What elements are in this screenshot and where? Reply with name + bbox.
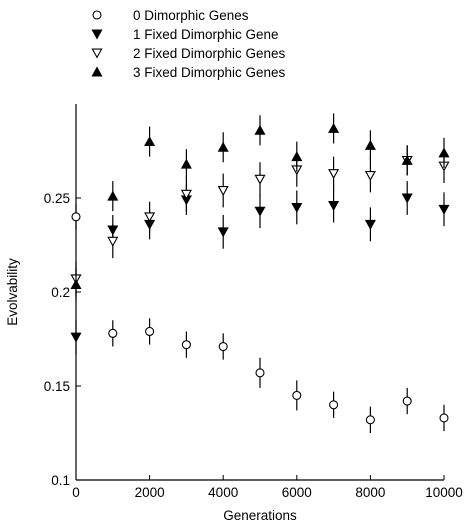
series-3: [70, 113, 450, 302]
data-point: [328, 122, 340, 133]
data-point: [328, 201, 340, 212]
data-point: [254, 206, 266, 217]
data-point: [328, 169, 340, 180]
data-point: [144, 136, 156, 147]
data-point: [180, 158, 192, 169]
data-point: [291, 202, 303, 213]
data-point: [107, 190, 119, 201]
x-tick-label: 6000: [282, 485, 312, 500]
y-axis-title: Evolvability: [5, 258, 20, 326]
data-point: [181, 340, 191, 350]
data-point: [218, 341, 228, 352]
data-point: [439, 413, 449, 423]
series-1: [70, 181, 450, 355]
data-point: [108, 328, 118, 338]
axes: [75, 104, 444, 481]
data-point: [255, 368, 265, 378]
data-point: [254, 174, 266, 185]
legend-marker: [92, 10, 102, 20]
legend-marker: [91, 29, 103, 40]
x-tick-label: 4000: [208, 485, 238, 500]
data-point: [217, 186, 229, 196]
y-tick-label: 0.1: [51, 473, 70, 488]
legend-label: 2 Fixed Dimorphic Genes: [133, 46, 286, 61]
legend-marker: [91, 66, 103, 77]
data-point: [217, 141, 229, 152]
ticks: 0 2000 4000 6000 8000 10000 0.1 0.15 0.2 0.25: [44, 191, 463, 500]
x-axis-title: Generations: [223, 508, 297, 523]
legend-marker: [91, 48, 103, 59]
y-tick-label: 0.25: [44, 191, 70, 206]
legend-label: 3 Fixed Dimorphic Genes: [133, 65, 286, 80]
data-point: [70, 332, 82, 343]
data-point: [217, 227, 229, 238]
legend-label: 0 Dimorphic Genes: [133, 8, 249, 23]
data-marks: [70, 113, 450, 433]
data-point: [438, 204, 450, 215]
data-point: [180, 189, 192, 200]
legend-label: 1 Fixed Dimorphic Gene: [133, 27, 279, 42]
x-tick-label: 10000: [425, 485, 463, 500]
data-point: [402, 396, 412, 406]
data-point: [401, 154, 413, 165]
x-tick-label: 0: [72, 485, 80, 500]
data-point: [254, 124, 266, 135]
data-point: [292, 390, 302, 400]
data-point: [364, 219, 376, 230]
data-point: [401, 193, 413, 204]
data-point: [291, 151, 303, 162]
data-point: [364, 170, 376, 181]
data-point: [71, 212, 81, 222]
legend: 0 Dimorphic Genes 1 Fixed Dimorphic Gene 2…: [91, 8, 286, 80]
x-tick-label: 8000: [355, 485, 385, 500]
y-tick-label: 0.15: [44, 379, 70, 394]
data-point: [329, 400, 339, 410]
x-tick-label: 2000: [135, 485, 165, 500]
y-tick-label: 0.2: [51, 285, 70, 300]
data-point: [365, 415, 375, 425]
data-point: [438, 147, 450, 158]
data-point: [145, 326, 155, 337]
data-point: [70, 278, 82, 289]
data-point: [107, 236, 119, 247]
data-point: [364, 139, 376, 150]
data-point: [144, 212, 156, 223]
series-0: [71, 203, 449, 433]
